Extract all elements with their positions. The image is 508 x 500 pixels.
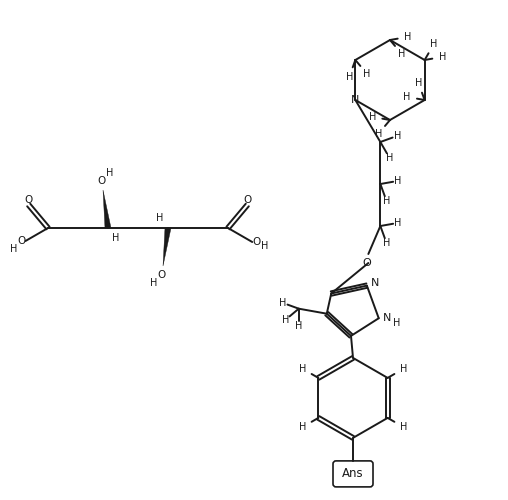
Text: O: O [362, 258, 371, 268]
Text: H: H [375, 129, 382, 139]
Text: O: O [252, 237, 261, 247]
Text: H: H [398, 49, 405, 59]
Text: H: H [394, 218, 402, 228]
Text: H: H [383, 196, 390, 206]
Text: O: O [24, 195, 33, 205]
Text: H: H [295, 320, 302, 330]
Text: H: H [394, 176, 402, 186]
Text: H: H [400, 364, 407, 374]
Text: H: H [106, 168, 114, 178]
Text: H: H [403, 92, 410, 102]
Text: O: O [243, 195, 251, 205]
Text: H: H [415, 78, 422, 88]
Polygon shape [163, 228, 171, 266]
Text: H: H [112, 233, 120, 243]
Text: H: H [363, 69, 371, 79]
Text: H: H [400, 422, 407, 432]
Text: Ans: Ans [342, 468, 364, 480]
Text: H: H [299, 364, 306, 374]
Polygon shape [103, 190, 111, 228]
Text: H: H [386, 152, 393, 162]
Text: H: H [383, 238, 390, 248]
Text: H: H [345, 72, 353, 82]
Text: H: H [261, 241, 268, 251]
Text: H: H [404, 32, 411, 42]
Text: O: O [17, 236, 25, 246]
Text: N: N [371, 278, 379, 287]
Text: O: O [158, 270, 166, 280]
Text: N: N [383, 313, 391, 323]
Text: H: H [299, 422, 306, 432]
Text: H: H [439, 52, 446, 62]
Text: H: H [10, 244, 17, 254]
Text: H: H [282, 314, 290, 324]
Text: H: H [393, 318, 400, 328]
Text: H: H [430, 40, 437, 50]
FancyBboxPatch shape [333, 461, 373, 487]
Text: H: H [279, 298, 287, 308]
Text: H: H [150, 278, 157, 288]
Text: H: H [156, 213, 164, 223]
Text: O: O [98, 176, 106, 186]
Text: H: H [369, 112, 376, 122]
Text: N: N [351, 95, 360, 105]
Text: H: H [394, 131, 401, 141]
